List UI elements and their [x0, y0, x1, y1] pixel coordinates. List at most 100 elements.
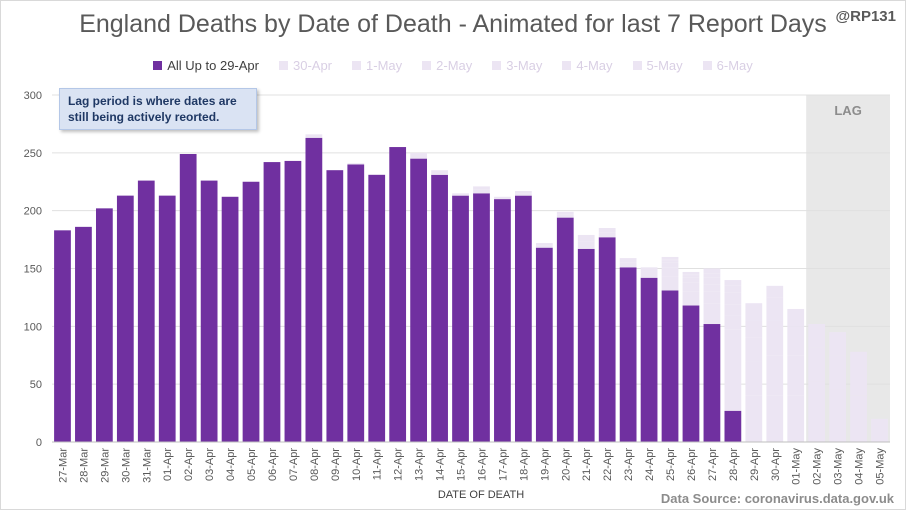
y-tick-label: 200: [24, 206, 42, 218]
legend-label: 4-May: [576, 58, 613, 73]
bar-main: [535, 247, 553, 442]
x-tick-label: 23-Apr: [623, 448, 635, 481]
x-tick-label: 07-Apr: [288, 448, 300, 481]
annotation-line-1: Lag period is where dates are: [68, 94, 237, 108]
y-tick-label: 300: [24, 90, 42, 102]
x-tick-label: 09-Apr: [330, 448, 342, 481]
x-tick-label: 04-May: [854, 448, 866, 485]
bar-increment: [808, 381, 826, 442]
x-axis-title: DATE OF DEATH: [438, 489, 524, 501]
x-tick-label: 30-Mar: [120, 448, 132, 483]
bar-main: [598, 237, 616, 442]
bar-increment: [661, 267, 679, 277]
bar-increment: [514, 191, 532, 194]
bar-increment: [452, 193, 469, 196]
bar-main: [158, 195, 176, 442]
data-source: Data Source: coronavirus.data.gov.uk: [660, 491, 894, 506]
x-tick-label: 18-Apr: [518, 448, 530, 481]
bar-increment: [305, 134, 323, 138]
bar-main: [137, 180, 155, 443]
legend-label: All Up to 29-Apr: [167, 58, 259, 73]
y-tick-label: 150: [24, 264, 42, 276]
bar-main: [221, 196, 239, 442]
bar-increment: [535, 243, 553, 246]
bar-increment: [724, 315, 742, 330]
annotation-line-2: still being actively reorted.: [68, 110, 220, 124]
y-tick-label: 0: [36, 437, 42, 449]
bar-increment: [410, 152, 428, 159]
x-tick-label: 27-Apr: [707, 448, 719, 481]
bar-increment: [808, 324, 826, 348]
bar-increment: [347, 163, 365, 165]
bar-increment: [431, 170, 448, 173]
x-tick-label: 03-Apr: [204, 448, 216, 481]
y-tick-label: 100: [24, 321, 42, 333]
bar-main: [389, 147, 407, 443]
x-tick-label: 16-Apr: [476, 448, 488, 481]
bar-main: [703, 324, 721, 442]
bar-increment: [556, 211, 574, 215]
x-tick-label: 21-Apr: [581, 448, 593, 481]
bar-main: [326, 170, 344, 442]
bar-increment: [598, 228, 616, 233]
author-handle: @RP131: [835, 8, 897, 25]
bar-increment: [766, 320, 784, 356]
bar-increment: [703, 268, 721, 274]
bar-main: [661, 290, 679, 442]
bar-increment: [724, 304, 742, 316]
chart-title: England Deaths by Date of Death - Animat…: [79, 10, 827, 38]
bar-main: [200, 180, 218, 443]
bar-increment: [745, 361, 763, 396]
bar-increment: [871, 418, 888, 442]
bar-increment: [640, 271, 658, 278]
bar-increment: [535, 245, 553, 248]
legend-item: 2-May: [422, 58, 472, 73]
bar-main: [75, 226, 92, 442]
bar-increment: [724, 280, 742, 286]
bar-increment: [724, 364, 742, 411]
bar-main: [263, 162, 281, 442]
legend-item: 3-May: [492, 58, 542, 73]
bar-increment: [640, 267, 658, 272]
bar-increment: [494, 196, 511, 200]
legend-item: 1-May: [352, 58, 402, 73]
legend-swatch: [278, 61, 288, 70]
bar-increment: [724, 329, 742, 365]
bar-increment: [661, 259, 679, 261]
bar-increment: [745, 308, 763, 321]
bar-increment: [682, 282, 700, 292]
bar-main: [116, 195, 134, 442]
legend-label: 3-May: [506, 58, 543, 73]
x-tick-label: 02-May: [812, 448, 824, 485]
x-tick-label: 11-Apr: [372, 448, 384, 481]
legend-swatch: [632, 61, 642, 70]
x-tick-label: 14-Apr: [435, 448, 447, 481]
bar-increment: [829, 332, 847, 356]
bar-increment: [766, 285, 784, 298]
bar-increment: [724, 285, 742, 293]
x-tick-label: 17-Apr: [497, 448, 509, 481]
bar-increment: [682, 277, 700, 283]
bar-increment: [598, 232, 616, 238]
x-tick-label: 29-Apr: [749, 448, 761, 481]
legend-item: 5-May: [632, 58, 683, 73]
bar-increment: [619, 262, 637, 268]
bar-main: [431, 174, 448, 442]
bar-main: [284, 160, 302, 442]
bar-main: [514, 195, 532, 442]
x-tick-label: 22-Apr: [602, 448, 614, 481]
bar-increment: [514, 193, 532, 196]
bar-main: [556, 217, 574, 442]
x-tick-label: 10-Apr: [351, 448, 363, 481]
bar-increment: [619, 258, 637, 263]
bar-increment: [850, 395, 867, 442]
bar-main: [494, 199, 511, 442]
x-tick-label: 30-Apr: [770, 448, 782, 481]
x-tick-label: 29-Mar: [99, 448, 111, 483]
bar-increment: [808, 347, 826, 382]
x-tick-label: 25-Apr: [665, 448, 677, 481]
bar-main: [368, 174, 386, 442]
x-tick-label: 28-Mar: [78, 448, 90, 483]
bar-increment: [661, 260, 679, 263]
bar-main: [619, 267, 637, 442]
